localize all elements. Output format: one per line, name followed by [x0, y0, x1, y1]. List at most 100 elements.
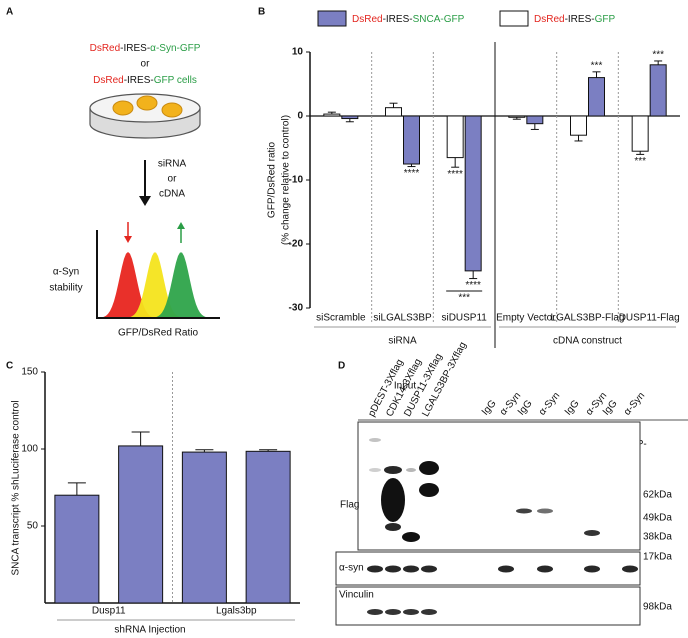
blot-band	[584, 565, 600, 573]
cell-cluster	[161, 102, 183, 118]
bar	[385, 107, 402, 117]
lane-label: α-Syn	[622, 390, 647, 417]
row-label: Flag	[340, 500, 359, 511]
x-axis-label: GFP/DsRed Ratio	[118, 328, 198, 339]
y-axis-label: SNCA transcript % shLuciferase control	[11, 400, 22, 575]
legend-swatch	[317, 10, 347, 27]
text-part: α-Syn-GFP	[150, 43, 201, 54]
group-label: siRNA	[388, 336, 417, 347]
y-axis-label: α-Syn	[53, 267, 79, 278]
significance-label: ****	[404, 168, 420, 179]
y-axis-label: stability	[49, 283, 82, 294]
blot-band	[403, 609, 419, 615]
bar	[508, 115, 526, 118]
lane-label: IgG	[563, 398, 582, 418]
group-label: Dusp11	[92, 606, 126, 617]
y-tick-label: 100	[21, 444, 38, 455]
bar	[245, 450, 291, 604]
blot-band	[419, 461, 439, 475]
distribution-curve	[98, 252, 218, 318]
row-label: Vinculin	[339, 590, 374, 601]
x-tick-label: siDUSP11	[441, 313, 487, 324]
x-axis-label: shRNA Injection	[114, 625, 185, 636]
bar	[403, 115, 420, 165]
blot-band	[367, 609, 383, 615]
blot-band	[498, 565, 514, 573]
text-part: SNCA-GFP	[413, 14, 465, 25]
annotation: ***	[458, 293, 470, 304]
y-tick-label: -10	[289, 175, 304, 186]
group-label: cDNA construct	[553, 336, 622, 347]
bar	[181, 451, 227, 604]
blot-band	[385, 565, 401, 573]
significance-label: ****	[447, 169, 463, 180]
text-part: GFP cells	[154, 75, 197, 86]
y-tick-label: -20	[289, 239, 304, 250]
distribution-curve	[98, 252, 218, 318]
legend-swatch	[499, 10, 529, 27]
y-tick-label: 50	[27, 521, 39, 532]
bar	[588, 77, 605, 117]
bar	[526, 115, 544, 125]
arrow-head	[139, 196, 151, 206]
blot-band	[385, 523, 401, 531]
y-tick-label: -30	[289, 303, 304, 314]
lane-label: α-Syn	[537, 390, 562, 417]
text-part: DsRed	[534, 14, 565, 25]
significance-label: ***	[591, 60, 603, 71]
blot-band	[403, 565, 419, 573]
construct-label: DsRed-IRES-GFP cells	[93, 75, 197, 86]
text-part: DsRed	[352, 14, 383, 25]
bar	[570, 115, 587, 136]
cell-cluster	[136, 95, 158, 111]
blot-band	[369, 468, 381, 472]
blot-band	[516, 508, 532, 514]
bar	[54, 494, 100, 604]
blot-band	[406, 468, 416, 472]
text-part: GFP	[595, 14, 616, 25]
x-tick-label: LGALS3BP-Flag	[551, 313, 625, 324]
treatment-label: siRNA	[158, 159, 187, 170]
text-part: -IRES-	[383, 14, 413, 25]
bar	[118, 445, 164, 604]
group-label: Lgals3bp	[216, 606, 257, 617]
bar	[631, 115, 649, 152]
blot-band	[369, 438, 381, 442]
y-tick-label: 10	[292, 47, 304, 58]
treatment-label: or	[168, 174, 178, 185]
text-part: -IRES-	[120, 43, 150, 54]
legend-label: DsRed-IRES-SNCA-GFP	[352, 14, 465, 25]
y-tick-label: 0	[297, 111, 303, 122]
significance-label: ****	[465, 280, 481, 291]
blot-band	[421, 609, 437, 615]
marker-label: 17kDa	[643, 552, 672, 563]
row-label: α-syn	[339, 563, 364, 574]
text-part: DsRed	[90, 43, 121, 54]
marker-label: 49kDa	[643, 513, 672, 524]
blot-band	[537, 508, 553, 514]
bar	[464, 115, 482, 272]
panel-letter: A	[6, 7, 13, 18]
y-axis-label: (% change relative to control)	[281, 115, 292, 245]
blot-band	[419, 483, 439, 497]
legend-label: DsRed-IRES-GFP	[534, 14, 615, 25]
marker-label: 62kDa	[643, 490, 672, 501]
y-axis-label: GFP/DsRed ratio	[267, 141, 278, 218]
blot-band	[385, 609, 401, 615]
panel-letter: B	[258, 7, 265, 18]
y-tick-label: 150	[21, 367, 38, 378]
bar	[649, 64, 667, 117]
arrow-head	[177, 222, 185, 229]
x-tick-label: siScramble	[316, 313, 366, 324]
blot-box	[335, 586, 641, 626]
blot-band	[381, 478, 405, 522]
input-label: Input	[394, 381, 416, 392]
panel-letter: C	[6, 361, 13, 372]
panel-letter: D	[338, 361, 345, 372]
significance-label: ***	[652, 50, 664, 61]
or-label: or	[141, 59, 151, 70]
treatment-label: cDNA	[159, 189, 185, 200]
arrow-head	[124, 236, 132, 243]
text-part: -IRES-	[565, 14, 595, 25]
blot-band	[384, 466, 402, 474]
